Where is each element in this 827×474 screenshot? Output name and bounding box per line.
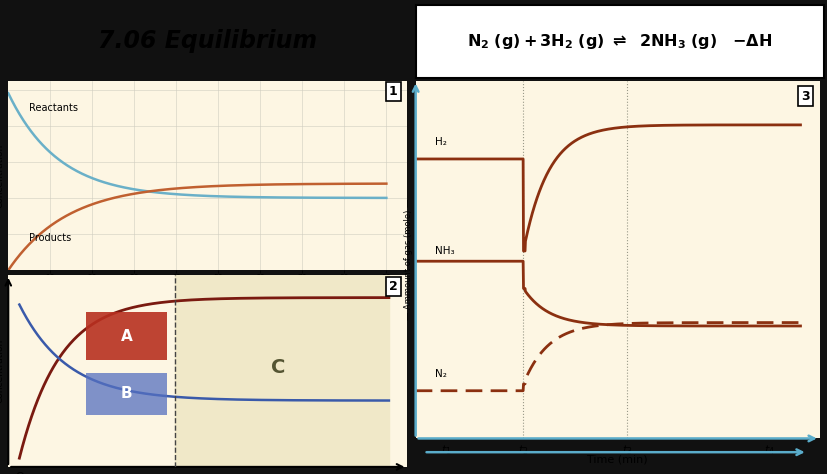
Text: A: A [121,328,132,344]
Bar [86,373,167,415]
Text: NH₃: NH₃ [434,246,454,256]
Text: 2: 2 [388,280,397,293]
Text: Time (min): Time (min) [586,455,648,465]
Bar [174,275,389,467]
Text: Reactants: Reactants [29,103,79,113]
Y-axis label: Concentration: Concentration [0,143,4,208]
Text: $\mathbf{N_2\ (g) + 3H_2\ (g)\ \rightleftharpoons\ \ 2NH_3\ (g)\ \ \ \mathbf{-\D: $\mathbf{N_2\ (g) + 3H_2\ (g)\ \rightlef… [466,32,772,51]
Text: C: C [270,358,284,377]
Text: 1: 1 [388,85,397,98]
Y-axis label: — Ammount of gas (mole) —: — Ammount of gas (mole) — [404,199,413,320]
Text: 7.06 Equilibrium: 7.06 Equilibrium [98,29,317,54]
Bar [86,311,167,360]
Text: 3: 3 [800,90,809,102]
Text: N₂: N₂ [434,369,447,379]
Text: B: B [121,386,132,401]
Y-axis label: Concentration: Concentration [0,339,4,403]
Text: Products: Products [29,233,71,243]
Text: Time(s): Time(s) [191,319,224,328]
Text: H₂: H₂ [434,137,447,147]
